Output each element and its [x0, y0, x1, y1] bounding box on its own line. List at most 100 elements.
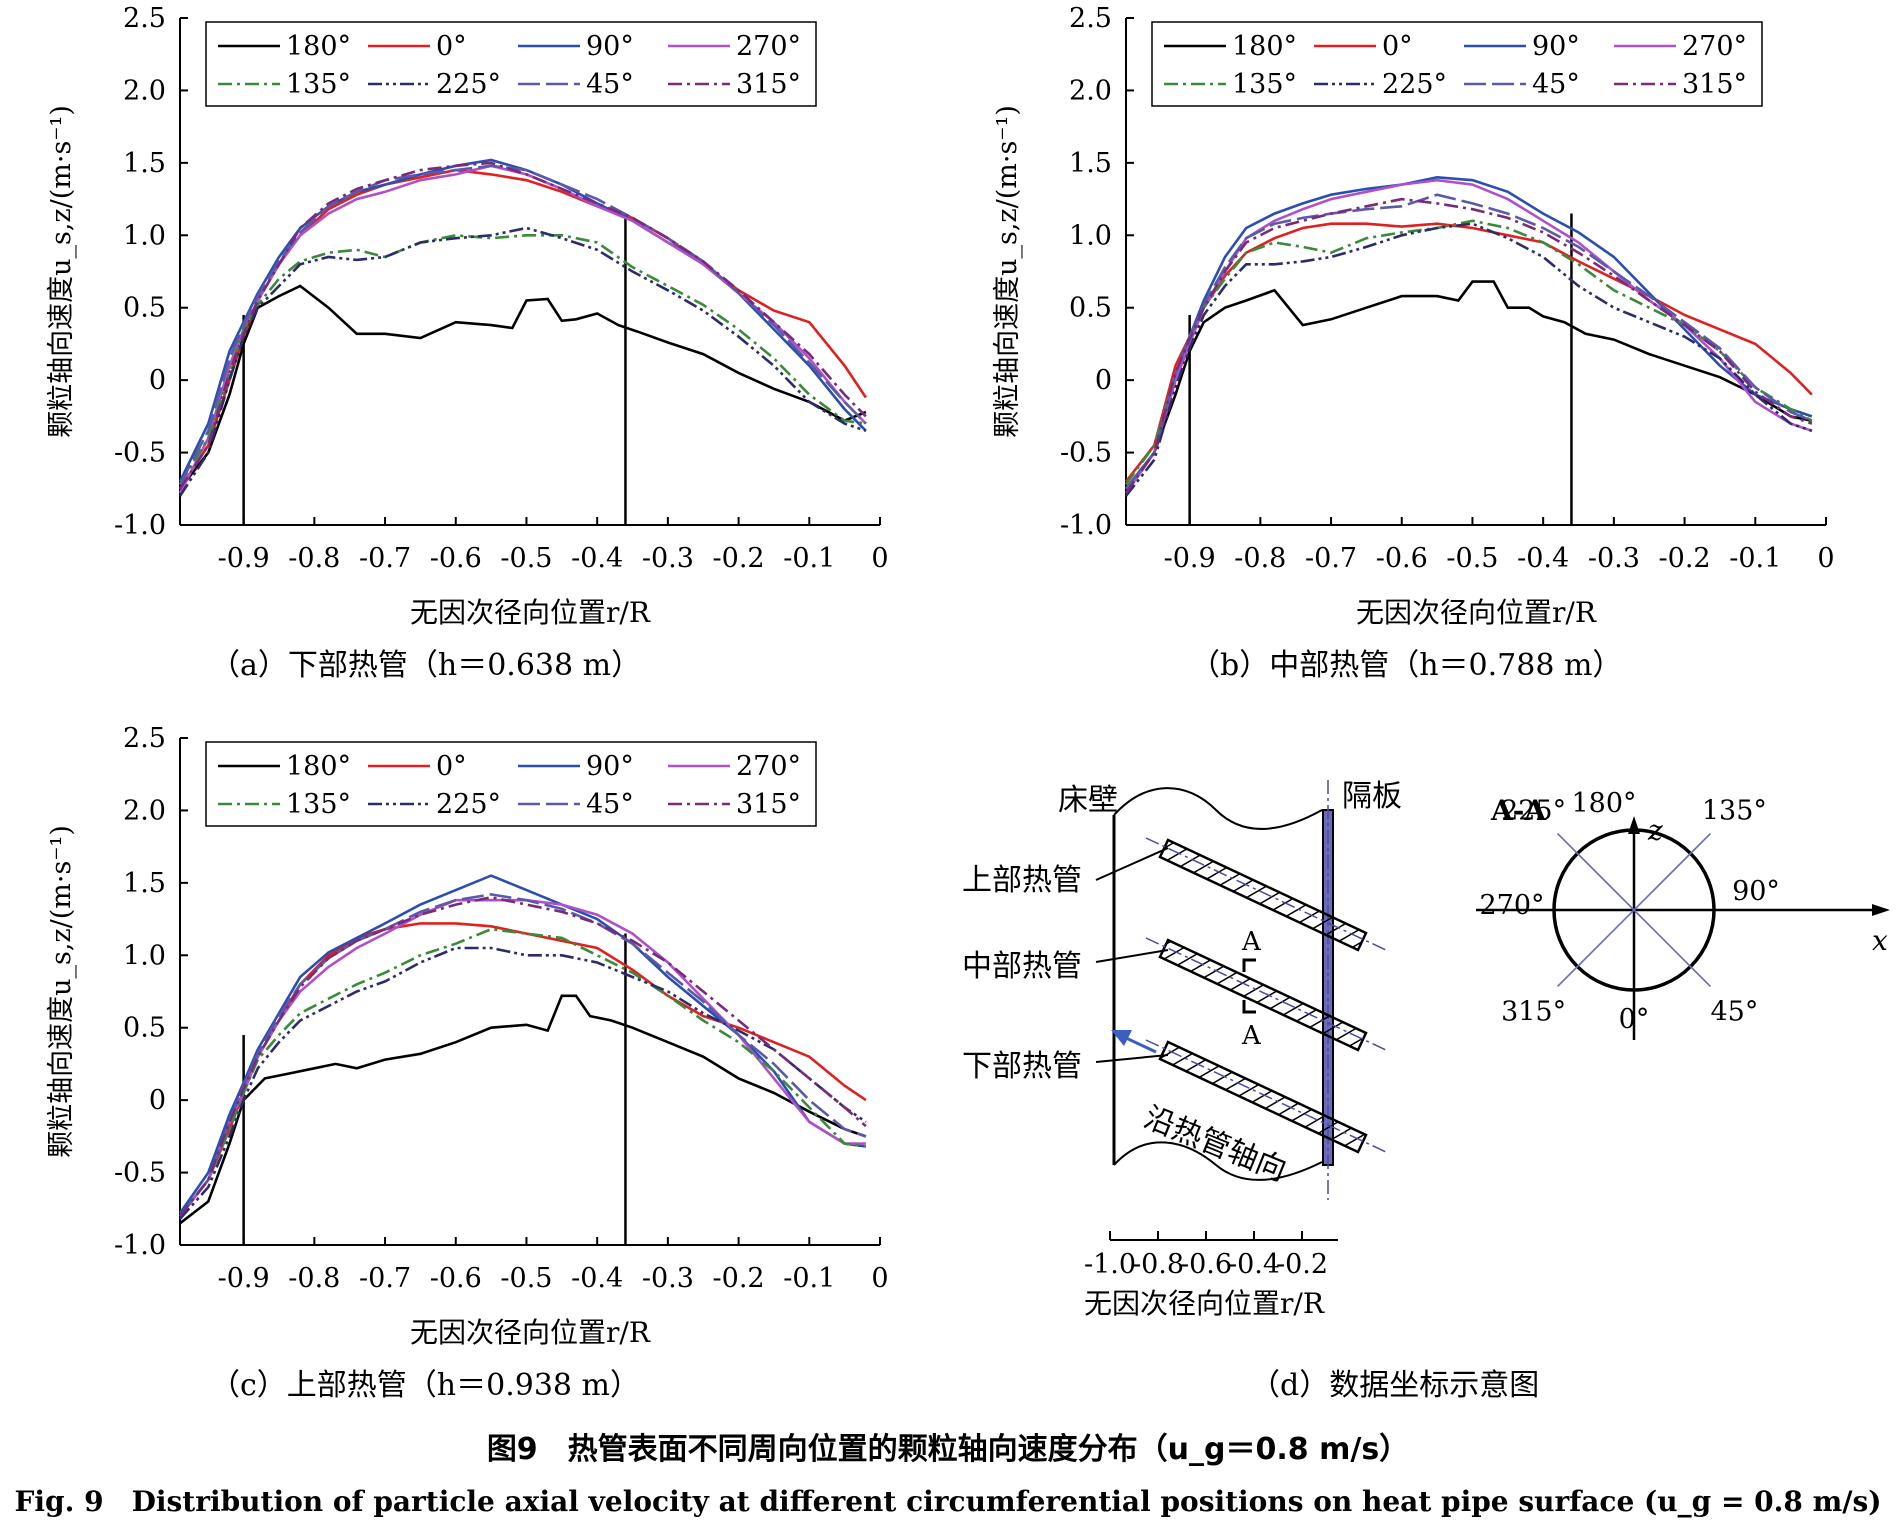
- legend-label: 225°: [436, 789, 501, 820]
- label-middle-pipe: 中部热管: [962, 949, 1082, 984]
- x-tick-label: -0.3: [1588, 543, 1640, 574]
- legend-label: 90°: [1532, 31, 1580, 62]
- series-line-225°: [1124, 222, 1813, 497]
- x-tick-label: -0.5: [500, 1263, 552, 1294]
- schematic-tick-label: -0.2: [1276, 1249, 1328, 1280]
- x-axis-label: 无因次径向位置r/R: [410, 1316, 651, 1349]
- legend-label: 270°: [736, 751, 801, 782]
- series-line-90°: [178, 874, 867, 1214]
- series-line-270°: [178, 898, 866, 1217]
- caption-b: （b）中部热管（h＝0.788 m）: [1190, 648, 1623, 683]
- upper-pipe-leader: [1095, 847, 1169, 881]
- angle-line: [1557, 833, 1711, 987]
- schematic-diagram: A A 床壁 隔板 上部热管 中部热管 下部热管 沿热管轴向 -1.0-0.8-…: [962, 779, 1890, 1320]
- legend-label: 90°: [586, 31, 634, 62]
- label-lower-pipe: 下部热管: [962, 1049, 1082, 1084]
- chart-upper-pipe: 2.5 2.0 1.5 1.0 0.5 0 -0.5 -1.0 -0.9 -0.8 -0.7 -0.6…: [46, 723, 889, 1349]
- x-tick-label: -0.2: [713, 1263, 765, 1294]
- x-tick-label: -0.8: [288, 1263, 340, 1294]
- y-tick-label: -0.5: [1060, 438, 1112, 469]
- series-line-315°: [178, 161, 867, 490]
- y-tick-label: 0: [149, 1085, 166, 1116]
- y-tick-label: 2.5: [123, 723, 166, 754]
- series-line-0°: [178, 922, 867, 1217]
- legend-label: 180°: [1232, 31, 1297, 62]
- series-line-90°: [1124, 175, 1813, 490]
- y-axis-label: 颗粒轴向速度u_s,z/(m·s⁻¹): [46, 105, 77, 438]
- x-tick-label: -0.9: [218, 543, 270, 574]
- caption-d: （d）数据坐标示意图: [1250, 1368, 1540, 1403]
- y-tick-label: -1.0: [114, 510, 166, 541]
- middle-pipe-leader: [1095, 949, 1169, 963]
- x-tick-label: -0.2: [713, 543, 765, 574]
- y-tick-label: 1.5: [123, 868, 166, 899]
- x-tick-label: -0.9: [1164, 543, 1216, 574]
- angle-label-90: 90°: [1732, 876, 1780, 907]
- y-tick-label: -1.0: [1060, 510, 1112, 541]
- section-title: A-A: [1490, 794, 1547, 827]
- y-axis-label: 颗粒轴向速度u_s,z/(m·s⁻¹): [992, 105, 1023, 438]
- y-tick-label: 1.0: [1069, 220, 1112, 251]
- x-tick-label: -0.1: [1729, 543, 1781, 574]
- schematic-tick-label: -0.8: [1132, 1249, 1184, 1280]
- y-tick-label: 0.5: [123, 293, 166, 324]
- series-line-315°: [1124, 197, 1813, 494]
- legend-box: [205, 21, 817, 107]
- label-upper-pipe: 上部热管: [962, 863, 1082, 898]
- legend-label: 135°: [286, 69, 351, 100]
- top-wavy-edge: [1113, 787, 1323, 830]
- series-line-225°: [178, 226, 867, 497]
- legend-label: 225°: [1382, 69, 1447, 100]
- x-axis-label: x: [1872, 924, 1888, 957]
- y-tick-label: 2.0: [123, 795, 166, 826]
- angle-label-180: 180°: [1571, 788, 1636, 819]
- x-axis-label: 无因次径向位置r/R: [410, 596, 651, 629]
- x-tick-label: -0.2: [1659, 543, 1711, 574]
- schematic-tick-label: -0.4: [1228, 1249, 1280, 1280]
- legend-label: 45°: [1532, 69, 1580, 100]
- y-tick-label: 2.5: [1069, 3, 1112, 34]
- y-tick-label: 0: [1095, 365, 1112, 396]
- x-tick-label: 0: [871, 1263, 888, 1294]
- angle-label-270: 270°: [1479, 890, 1544, 921]
- legend-label: 315°: [736, 69, 801, 100]
- chart-middle-pipe: 2.5 2.0 1.5 1.0 0.5 0 -0.5 -1.0 -0.9 -0.8 -0.7 -0.6…: [992, 3, 1835, 629]
- lower-pipe-shape: [1145, 1039, 1387, 1154]
- x-tick-label: -0.3: [642, 543, 694, 574]
- y-tick-label: 1.5: [1069, 148, 1112, 179]
- series-line-180°: [1124, 280, 1813, 490]
- chart-lower-pipe: 2.5 2.0 1.5 1.0 0.5 0 -0.5 -1.0 -0.9 -0.8 -0.7 -0.6…: [46, 3, 889, 629]
- label-along-axis: 沿热管轴向: [1139, 1100, 1291, 1189]
- y-tick-label: 2.5: [123, 3, 166, 34]
- x-tick-label: -0.8: [288, 543, 340, 574]
- angle-label-45: 45°: [1710, 996, 1758, 1027]
- legend-label: 135°: [1232, 69, 1297, 100]
- series-line-315°: [178, 895, 867, 1217]
- x-tick-label: -0.9: [218, 1263, 270, 1294]
- x-tick-label: -0.6: [430, 1263, 482, 1294]
- angle-label-315: 315°: [1501, 996, 1566, 1027]
- x-tick-label: -0.5: [500, 543, 552, 574]
- legend-label: 315°: [736, 789, 801, 820]
- schematic-tick-label: -1.0: [1084, 1249, 1136, 1280]
- legend-label: 270°: [1682, 31, 1747, 62]
- series-line-45°: [178, 893, 867, 1217]
- series-line-270°: [178, 164, 867, 494]
- angle-label-135: 135°: [1702, 796, 1767, 827]
- lower-pipe-leader: [1095, 1054, 1169, 1063]
- legend-box: [205, 741, 817, 827]
- x-tick-label: -0.4: [571, 543, 623, 574]
- x-tick-label: 0: [871, 543, 888, 574]
- y-axis-label: 颗粒轴向速度u_s,z/(m·s⁻¹): [46, 825, 77, 1158]
- x-tick-label: -0.6: [1376, 543, 1428, 574]
- legend-label: 45°: [586, 789, 634, 820]
- x-axis-label: 无因次径向位置r/R: [1356, 596, 1597, 629]
- legend-label: 315°: [1682, 69, 1747, 100]
- series-line-0°: [1124, 222, 1813, 483]
- figure-caption-en: Fig. 9 Distribution of particle axial ve…: [14, 1485, 1882, 1518]
- series-line-90°: [178, 158, 867, 483]
- y-tick-label: 0.5: [123, 1013, 166, 1044]
- series-line-225°: [179, 946, 867, 1220]
- y-tick-label: -1.0: [114, 1230, 166, 1261]
- x-tick-label: -0.5: [1446, 543, 1498, 574]
